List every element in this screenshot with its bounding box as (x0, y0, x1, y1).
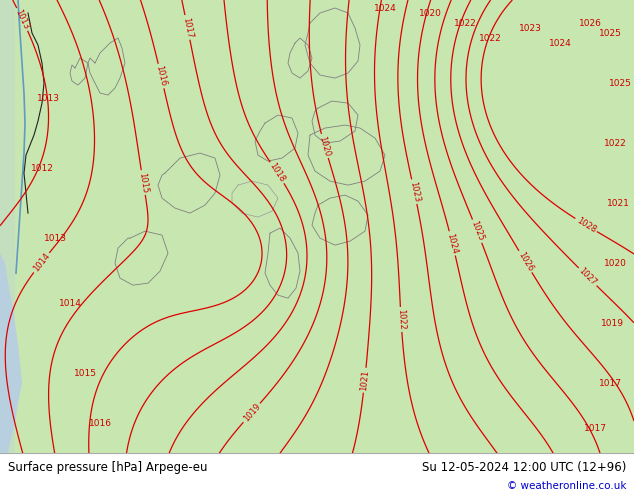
Text: 1022: 1022 (453, 19, 476, 27)
Text: 1025: 1025 (598, 28, 621, 38)
Polygon shape (0, 0, 22, 453)
Text: 1020: 1020 (318, 135, 332, 157)
Text: 1015: 1015 (74, 368, 96, 378)
Text: 1026: 1026 (579, 19, 602, 27)
Text: 1024: 1024 (373, 3, 396, 13)
Text: Su 12-05-2024 12:00 UTC (12+96): Su 12-05-2024 12:00 UTC (12+96) (422, 461, 626, 474)
Text: 1024: 1024 (446, 232, 459, 255)
Text: 1013: 1013 (44, 234, 67, 243)
Text: 1021: 1021 (359, 369, 370, 391)
Text: 1018: 1018 (268, 161, 287, 184)
Text: 1017: 1017 (583, 424, 607, 433)
Text: 1020: 1020 (604, 259, 626, 268)
Text: 1024: 1024 (548, 39, 571, 48)
Text: 1021: 1021 (607, 198, 630, 208)
Text: 1013: 1013 (14, 8, 31, 31)
Text: 1017: 1017 (598, 379, 621, 388)
Text: 1014: 1014 (31, 251, 51, 273)
Text: 1016: 1016 (154, 65, 168, 87)
Text: 1023: 1023 (519, 24, 541, 32)
Text: 1015: 1015 (137, 172, 150, 194)
Text: 1013: 1013 (37, 94, 60, 102)
Text: 1022: 1022 (479, 33, 501, 43)
Text: 1022: 1022 (396, 309, 406, 330)
Text: 1022: 1022 (604, 139, 626, 147)
Text: 1028: 1028 (574, 216, 597, 234)
Text: © weatheronline.co.uk: © weatheronline.co.uk (507, 481, 626, 490)
Text: 1012: 1012 (30, 164, 53, 172)
Text: 1027: 1027 (577, 266, 598, 288)
Text: 1019: 1019 (242, 402, 262, 424)
Text: 1023: 1023 (408, 180, 421, 203)
Text: Surface pressure [hPa] Arpege-eu: Surface pressure [hPa] Arpege-eu (8, 461, 207, 474)
Text: 1026: 1026 (516, 250, 534, 273)
Text: 1014: 1014 (58, 299, 81, 308)
Text: 1020: 1020 (418, 8, 441, 18)
Text: 1019: 1019 (600, 318, 623, 328)
Text: 1016: 1016 (89, 419, 112, 428)
Text: 1017: 1017 (181, 16, 194, 39)
Polygon shape (0, 0, 634, 453)
Text: 1025: 1025 (469, 220, 485, 243)
Bar (0, 0, 15, 453)
Text: 1025: 1025 (609, 78, 631, 88)
